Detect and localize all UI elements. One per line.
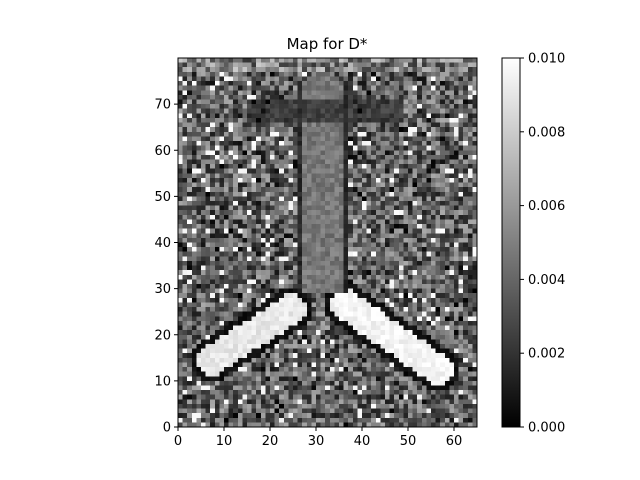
y-tick-label: 0 <box>163 421 171 436</box>
y-tick-label: 50 <box>154 190 171 205</box>
y-axis: 0 10 20 30 40 50 60 70 <box>154 98 178 436</box>
y-tick-label: 60 <box>154 144 171 159</box>
colorbar-tick-label: 0.004 <box>528 273 565 288</box>
colorbar-tick-label: 0.006 <box>528 199 565 214</box>
chart-title: Map for D* <box>287 35 368 53</box>
x-tick-label: 30 <box>308 434 325 449</box>
y-tick-label: 30 <box>154 282 171 297</box>
x-tick-label: 10 <box>216 434 233 449</box>
x-tick-label: 60 <box>446 434 463 449</box>
x-tick-label: 50 <box>400 434 417 449</box>
x-tick-label: 40 <box>354 434 371 449</box>
heatmap-area <box>178 58 477 427</box>
heatmap-image <box>178 58 477 427</box>
y-tick-label: 70 <box>154 98 171 113</box>
y-tick-label: 40 <box>154 236 171 251</box>
colorbar: 0.000 0.002 0.004 0.006 0.008 0.010 <box>502 52 565 436</box>
y-tick-label: 10 <box>154 374 171 389</box>
colorbar-tick-label: 0.008 <box>528 125 565 140</box>
colorbar-tick-label: 0.000 <box>528 421 565 436</box>
colorbar-ticks: 0.000 0.002 0.004 0.006 0.008 0.010 <box>520 52 565 436</box>
colorbar-tick-label: 0.002 <box>528 347 565 362</box>
colorbar-tick-label: 0.010 <box>528 52 565 67</box>
x-tick-label: 0 <box>174 434 182 449</box>
x-axis: 0 10 20 30 40 50 60 <box>174 427 462 449</box>
colorbar-gradient <box>502 58 520 427</box>
y-tick-label: 20 <box>154 328 171 343</box>
x-tick-label: 20 <box>262 434 279 449</box>
